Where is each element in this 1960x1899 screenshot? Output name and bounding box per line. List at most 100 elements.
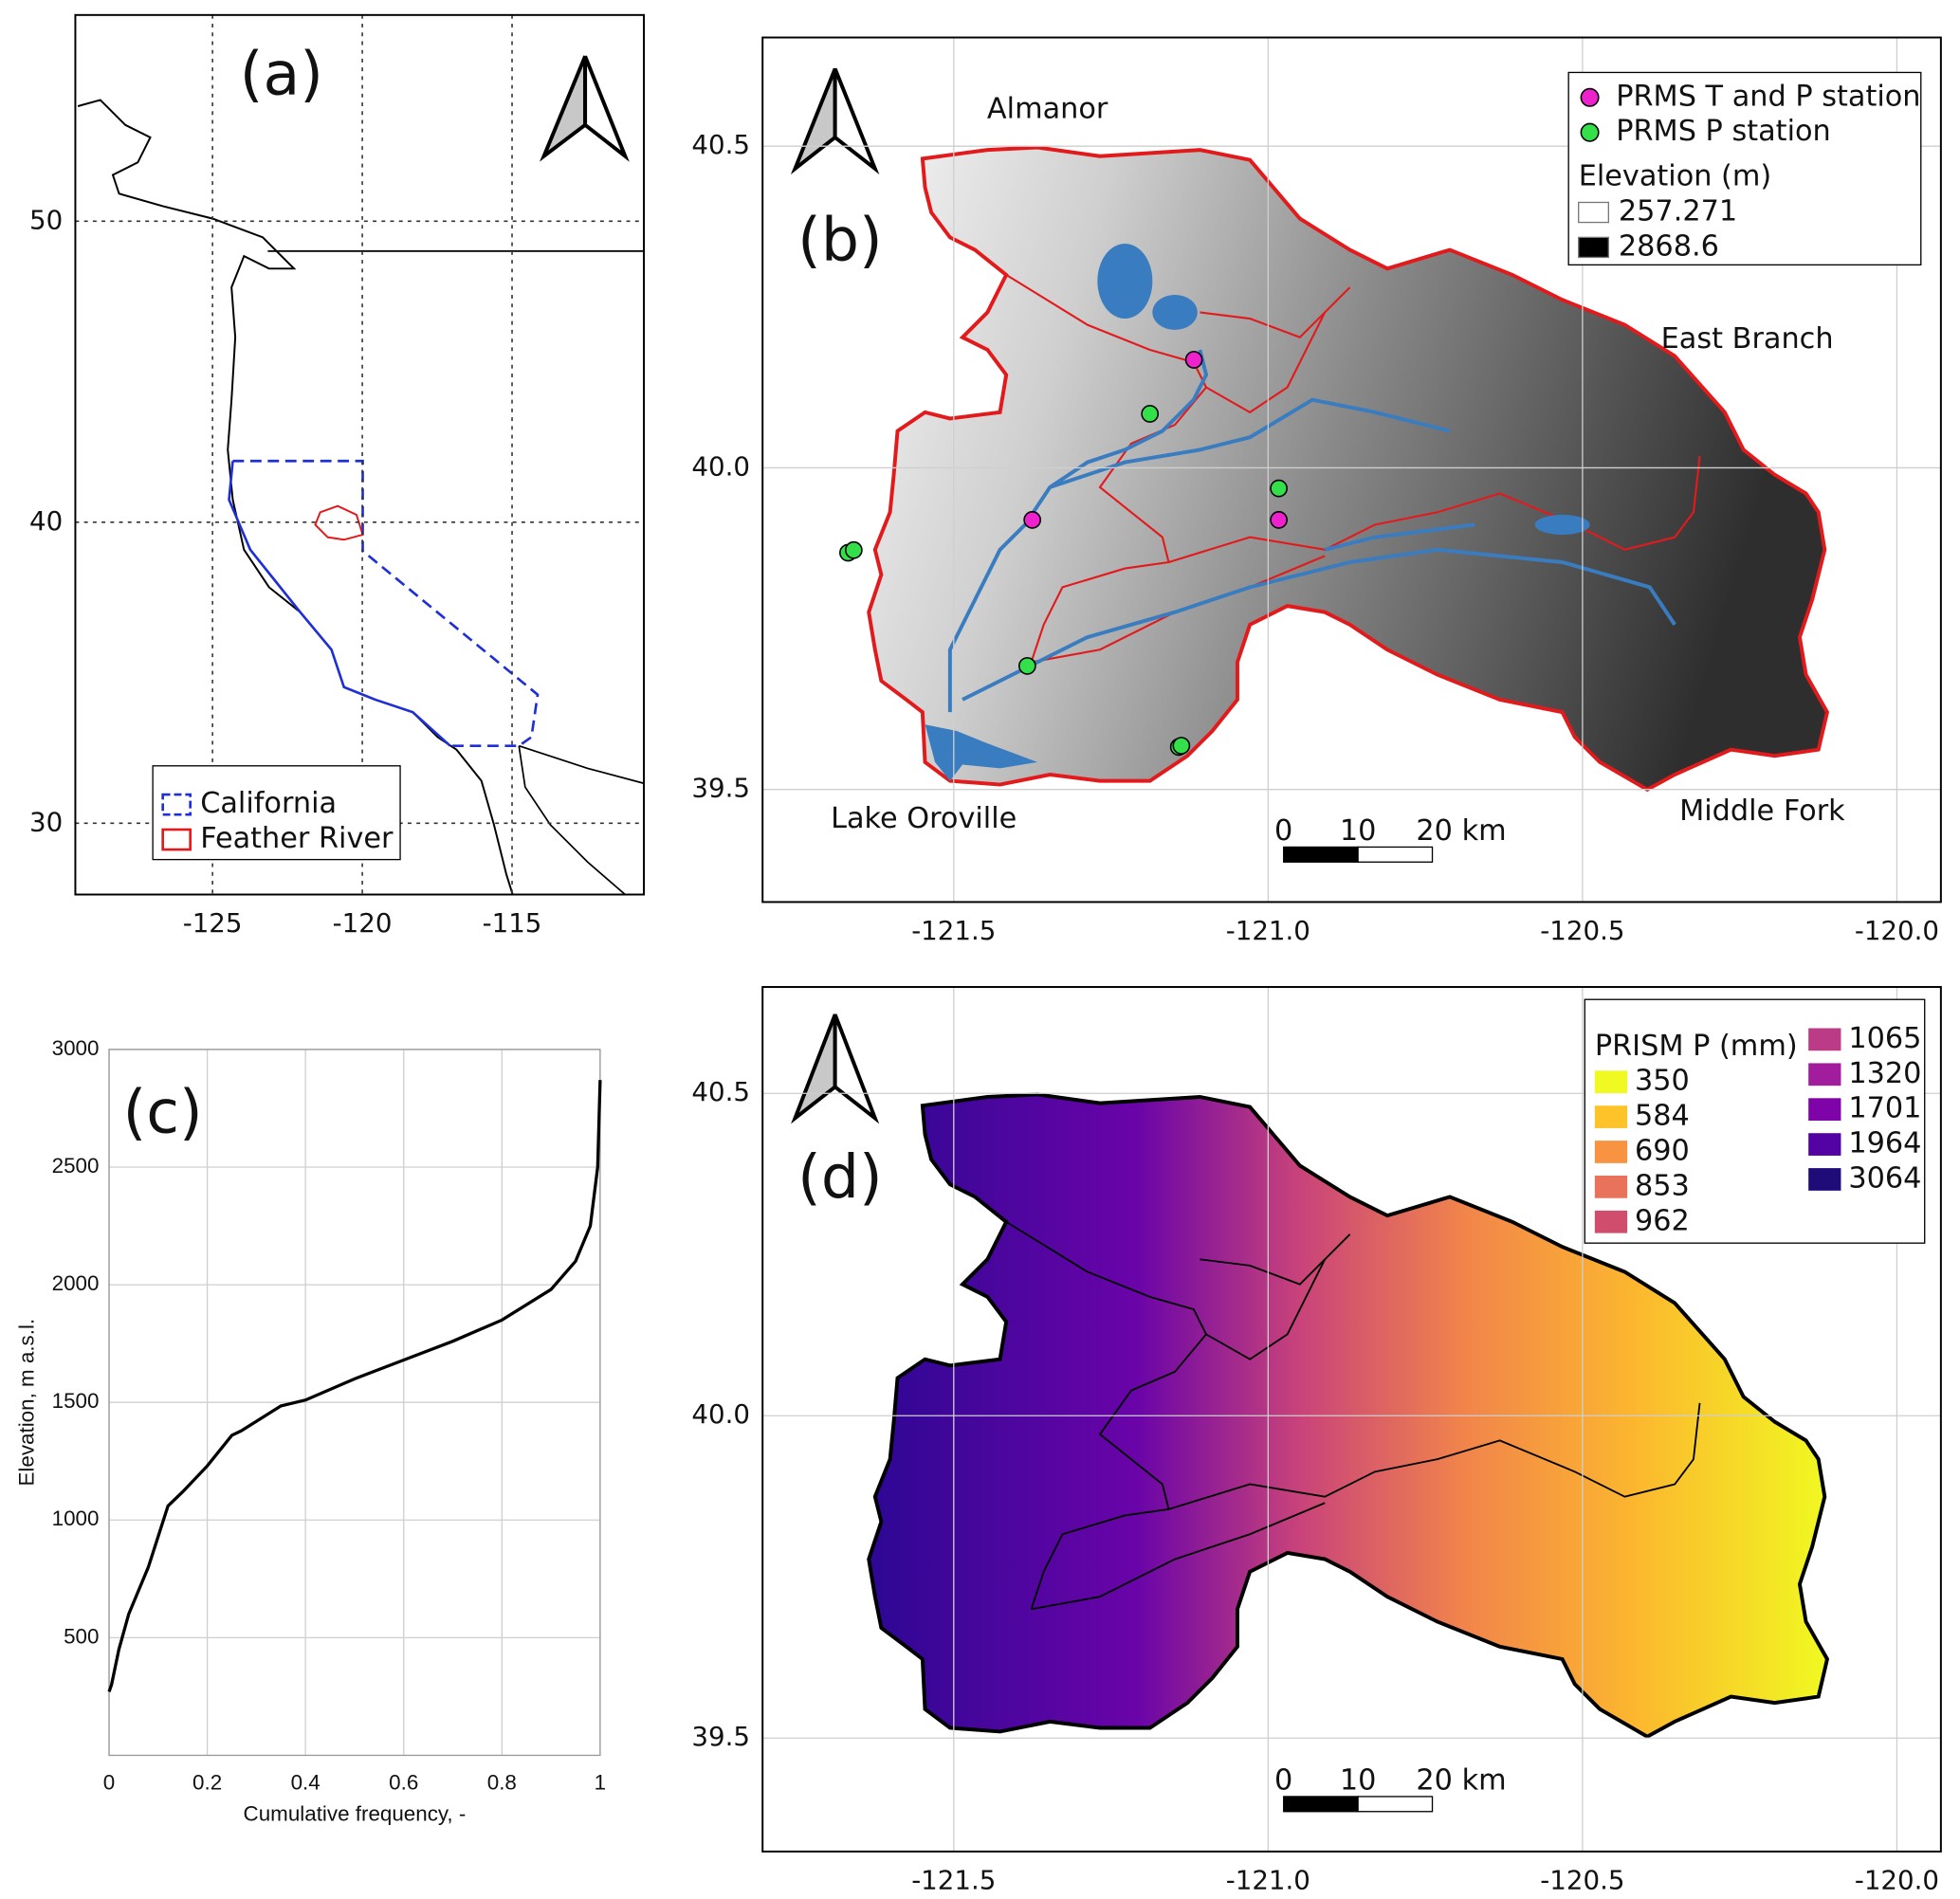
station-point — [1018, 657, 1036, 675]
station-point — [1184, 351, 1203, 369]
legend-label: 257.271 — [1619, 195, 1737, 228]
x-tick-label: 0.8 — [487, 1771, 517, 1795]
y-tick-label: 40.0 — [691, 1398, 750, 1430]
station-point — [845, 540, 863, 559]
plot-frame — [74, 13, 646, 896]
station-point — [1270, 479, 1288, 498]
plot-frame — [108, 1049, 601, 1757]
station-point — [1270, 511, 1288, 529]
legend-title: PRISM P (mm) — [1595, 1030, 1798, 1063]
legend-swatch — [1594, 1210, 1628, 1233]
x-tick-label: 0.2 — [192, 1771, 222, 1795]
x-tick-label: -120.5 — [1540, 915, 1624, 946]
place-label: Almanor — [987, 92, 1108, 125]
x-tick-label: 0.6 — [389, 1771, 418, 1795]
legend-swatch — [1808, 1098, 1841, 1122]
legend-swatch — [1578, 236, 1609, 259]
legend-marker — [1580, 87, 1600, 107]
legend-swatch — [1594, 1141, 1628, 1163]
y-tick-label: 2000 — [52, 1271, 100, 1295]
scale-segment — [1357, 846, 1434, 863]
legend-swatch — [1594, 1070, 1628, 1094]
legend-marker — [1580, 122, 1600, 142]
x-tick-label: -115 — [483, 907, 542, 939]
scale-label: 0 — [1274, 814, 1292, 848]
y-tick-label: 40 — [29, 505, 63, 537]
y-axis-label: Elevation, m a.s.l. — [14, 1319, 38, 1487]
y-tick-label: 30 — [29, 806, 63, 837]
station-point — [1141, 405, 1160, 423]
north-arrow-d — [791, 1013, 880, 1124]
legend-label: 853 — [1635, 1169, 1690, 1202]
y-tick-label: 50 — [29, 204, 63, 235]
x-tick-label: -121.5 — [911, 1865, 996, 1896]
legend-label: 690 — [1635, 1134, 1690, 1167]
legend-label: 350 — [1635, 1065, 1690, 1098]
x-tick-label: 0 — [103, 1771, 115, 1795]
x-tick-label: -120.0 — [1855, 1865, 1939, 1896]
legend-label: 962 — [1635, 1204, 1690, 1237]
scale-segment — [1283, 846, 1359, 863]
legend-label: PRMS P station — [1616, 115, 1831, 148]
x-tick-label: -120.0 — [1855, 915, 1939, 946]
legend-swatch — [161, 828, 192, 851]
scale-label: 20 km — [1416, 814, 1506, 848]
legend-swatch — [1808, 1063, 1841, 1086]
x-tick-label: -120.5 — [1540, 1865, 1624, 1896]
y-tick-label: 40.5 — [691, 129, 750, 160]
panel-label: (c) — [123, 1076, 203, 1146]
scale-label: 20 km — [1416, 1764, 1506, 1798]
scale-segment — [1283, 1796, 1359, 1813]
scale-label: 10 — [1340, 1764, 1377, 1798]
plot-frame — [761, 986, 1942, 1853]
x-tick-label: 1 — [595, 1771, 606, 1795]
legend-label: 1320 — [1848, 1057, 1921, 1090]
place-label: Lake Oroville — [831, 802, 1017, 835]
y-tick-label: 40.5 — [691, 1076, 750, 1107]
basemap-b — [790, 67, 1829, 792]
legend-box — [152, 765, 401, 861]
legend-swatch — [161, 793, 192, 816]
y-tick-label: 40.0 — [691, 450, 750, 482]
plot-frame — [761, 36, 1942, 904]
y-tick-label: 500 — [64, 1624, 99, 1648]
legend-label: 3064 — [1848, 1161, 1921, 1195]
x-tick-label: -125 — [183, 907, 243, 939]
legend-label: 1065 — [1848, 1022, 1921, 1055]
legend-label: 1964 — [1848, 1127, 1921, 1160]
y-tick-label: 1500 — [52, 1389, 100, 1413]
y-tick-label: 3000 — [52, 1036, 100, 1060]
x-axis-label: Cumulative frequency, - — [244, 1802, 467, 1826]
station-point — [1172, 737, 1191, 755]
cdf-line — [107, 1080, 602, 1692]
legend-swatch — [1808, 1168, 1841, 1191]
panel-label: (b) — [797, 205, 883, 275]
x-tick-label: -120 — [333, 907, 393, 939]
legend-label: 584 — [1635, 1100, 1690, 1133]
station-point — [1023, 511, 1042, 529]
legend-label: California — [200, 787, 337, 820]
place-label: Middle Fork — [1679, 794, 1845, 828]
legend-title: Elevation (m) — [1579, 160, 1772, 193]
legend-swatch — [1808, 1133, 1841, 1156]
legend-label: 2868.6 — [1619, 229, 1719, 263]
legend-swatch — [1594, 1105, 1628, 1128]
panel-label: (a) — [240, 38, 323, 108]
y-tick-label: 39.5 — [691, 773, 750, 804]
x-tick-label: -121.5 — [911, 915, 996, 946]
x-tick-label: 0.4 — [291, 1771, 321, 1795]
legend-swatch — [1808, 1028, 1841, 1051]
legend-box — [1584, 998, 1926, 1244]
scale-label: 0 — [1274, 1764, 1292, 1798]
legend-box — [1567, 71, 1922, 266]
legend-swatch — [1578, 201, 1609, 224]
y-tick-label: 1000 — [52, 1506, 100, 1530]
panel-label: (d) — [797, 1141, 883, 1212]
legend-swatch — [1594, 1176, 1628, 1198]
y-tick-label: 2500 — [52, 1154, 100, 1178]
legend-label: PRMS T and P station — [1616, 80, 1920, 113]
y-tick-label: 39.5 — [691, 1721, 750, 1752]
